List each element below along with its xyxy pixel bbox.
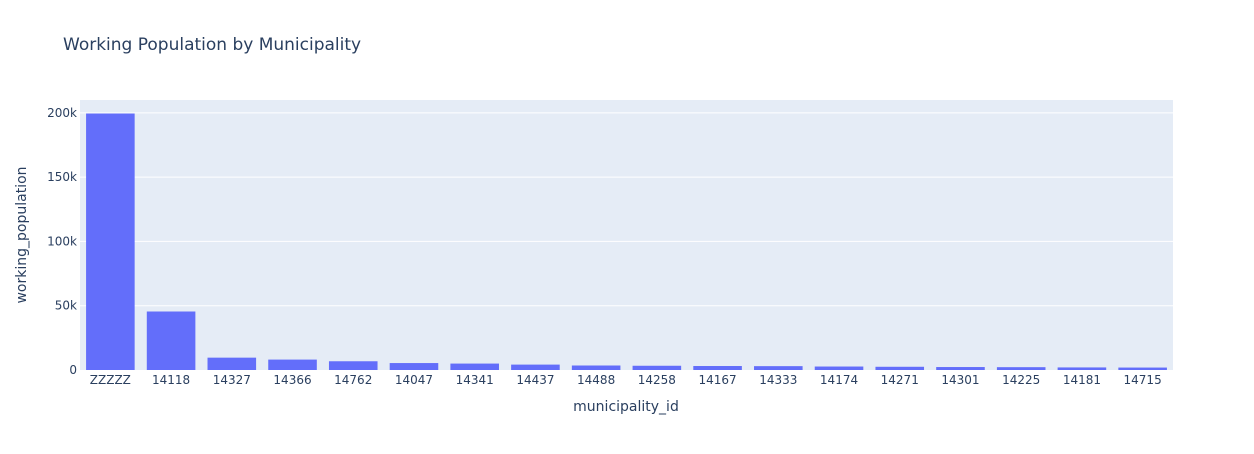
x-tick-label: 14341 — [456, 373, 494, 387]
bar-ZZZZZ[interactable] — [86, 113, 135, 371]
chart-title: Working Population by Municipality — [63, 35, 361, 55]
bar-14258[interactable] — [632, 365, 682, 370]
bar-14333[interactable] — [754, 366, 803, 370]
bar-14488[interactable] — [571, 365, 621, 371]
bar-14271[interactable] — [875, 366, 925, 370]
y-tick-label: 200k — [47, 106, 77, 120]
x-tick-label: 14258 — [638, 373, 676, 387]
bar-14437[interactable] — [511, 364, 560, 370]
x-tick-label: ZZZZZ — [90, 373, 131, 387]
bar-14301[interactable] — [936, 367, 985, 370]
x-tick-label: 14167 — [698, 373, 736, 387]
bar-14715[interactable] — [1118, 367, 1167, 370]
bars — [86, 113, 1167, 371]
y-axis-ticks: 0 50k 100k 150k 200k — [47, 106, 77, 377]
gridlines — [80, 112, 1173, 307]
bar-14327[interactable] — [207, 357, 257, 370]
x-tick-label: 14715 — [1124, 373, 1162, 387]
y-tick-label: 100k — [47, 234, 77, 248]
x-tick-label: 14333 — [759, 373, 797, 387]
x-tick-label: 14047 — [395, 373, 433, 387]
bar-14366[interactable] — [268, 359, 317, 370]
bar-14181[interactable] — [1057, 367, 1107, 370]
x-tick-label: 14181 — [1063, 373, 1101, 387]
y-tick-label: 0 — [69, 363, 77, 377]
y-axis-label: working_population — [14, 166, 30, 303]
x-tick-label: 14271 — [881, 373, 919, 387]
x-tick-label: 14366 — [273, 373, 311, 387]
x-tick-label: 14762 — [334, 373, 372, 387]
plot-background — [80, 100, 1173, 370]
bar-14047[interactable] — [389, 363, 439, 370]
x-tick-label: 14437 — [516, 373, 554, 387]
bar-14118[interactable] — [146, 311, 196, 371]
y-tick-label: 150k — [47, 170, 77, 184]
x-tick-label: 14327 — [213, 373, 251, 387]
x-axis-ticks: ZZZZZ 14118 14327 14366 14762 14047 14341 14437… — [90, 373, 1162, 387]
x-tick-label: 14225 — [1002, 373, 1040, 387]
bar-14167[interactable] — [693, 366, 742, 370]
bar-14174[interactable] — [814, 366, 864, 370]
x-axis-label: municipality_id — [573, 399, 679, 415]
bar-14341[interactable] — [450, 363, 499, 370]
bar-14225[interactable] — [996, 367, 1046, 370]
x-tick-label: 14118 — [152, 373, 190, 387]
x-tick-label: 14174 — [820, 373, 858, 387]
x-tick-label: 14488 — [577, 373, 615, 387]
y-tick-label: 50k — [55, 299, 77, 313]
bar-14762[interactable] — [328, 361, 378, 370]
x-tick-label: 14301 — [941, 373, 979, 387]
